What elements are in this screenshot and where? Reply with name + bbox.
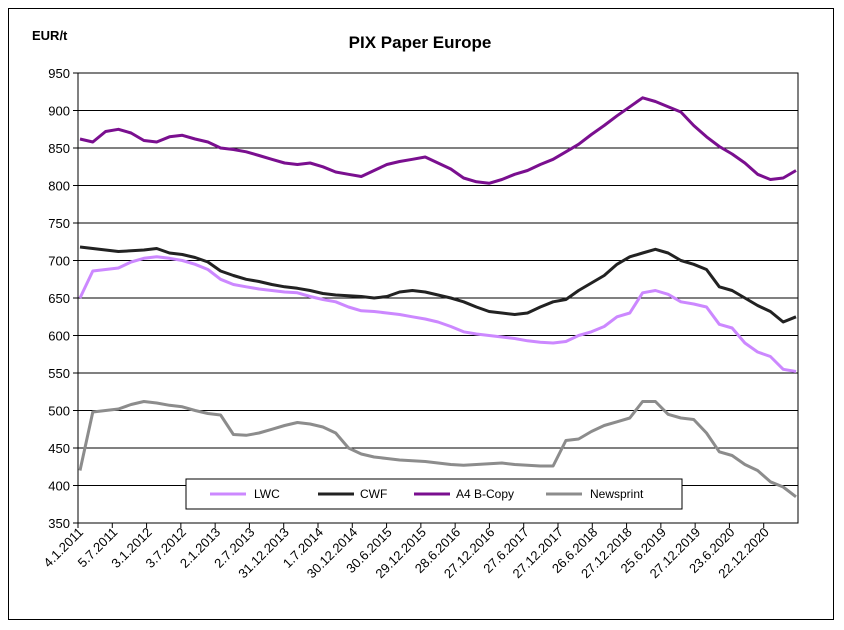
legend-label-a4-b-copy: A4 B-Copy (456, 487, 514, 501)
y-tick-label-550: 550 (48, 366, 70, 381)
chart-title: PIX Paper Europe (349, 33, 492, 52)
legend: LWC CWF A4 B-Copy Newsprint (185, 478, 683, 510)
legend-label-newsprint: Newsprint (590, 487, 644, 501)
y-tick-label-900: 900 (48, 104, 70, 119)
y-tick-label-600: 600 (48, 329, 70, 344)
y-tick-label-650: 650 (48, 291, 70, 306)
y-tick-label-950: 950 (48, 66, 70, 81)
series-line-lwc (78, 255, 797, 373)
series-lines (78, 96, 797, 498)
plot-area-border (77, 72, 799, 524)
legend-label-lwc: LWC (254, 487, 280, 501)
y-tick-label-400: 400 (48, 479, 70, 494)
series-line-a4-b-copy (79, 96, 797, 185)
y-axis-ticks: 350 400 450 500 550 600 650 700 750 800 850 900 950 (48, 66, 78, 531)
y-axis-unit-label: EUR/t (32, 28, 68, 43)
y-tick-label-500: 500 (48, 404, 70, 419)
y-tick-label-850: 850 (48, 141, 70, 156)
gridlines (78, 110, 798, 486)
y-tick-label-700: 700 (48, 254, 70, 269)
x-axis-ticks: 4.1.20115.7.20113.1.20123.7.20122.1.2013… (40, 523, 772, 581)
legend-label-cwf: CWF (360, 487, 387, 501)
series-line-newsprint (78, 400, 797, 498)
y-tick-label-800: 800 (48, 179, 70, 194)
y-tick-label-450: 450 (48, 441, 70, 456)
y-tick-label-750: 750 (48, 216, 70, 231)
y-tick-label-350: 350 (48, 516, 70, 531)
series-line-cwf (79, 245, 797, 324)
